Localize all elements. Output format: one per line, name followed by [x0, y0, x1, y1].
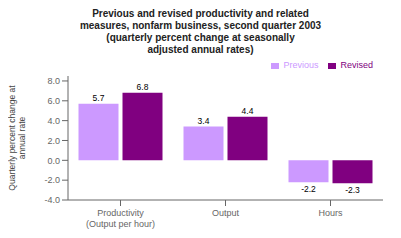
- svg-text:6.8: 6.8: [137, 82, 149, 92]
- html-text:Previous and revised productiv: Previous and revised productivity and re…: [79, 8, 322, 55]
- svg-text:4.4: 4.4: [242, 106, 254, 116]
- svg-text:-2.0: -2.0: [44, 175, 60, 185]
- svg-text:Hours: Hours: [318, 208, 343, 218]
- svg-text:8.0: 8.0: [47, 76, 60, 86]
- svg-text:2.0: 2.0: [47, 136, 60, 146]
- svg-text:4.0: 4.0: [47, 116, 60, 126]
- svg-text:-2.3: -2.3: [345, 185, 360, 195]
- svg-text:0.0: 0.0: [47, 156, 60, 166]
- html-text:Revised: Revised: [340, 60, 373, 70]
- svg-text:5.7: 5.7: [93, 93, 105, 103]
- svg-text:Productivity(Output per hour): Productivity(Output per hour): [86, 208, 155, 229]
- svg-text:-2.2: -2.2: [301, 184, 316, 194]
- svg-text:6.0: 6.0: [47, 96, 60, 106]
- svg-text:-4.0: -4.0: [44, 195, 60, 205]
- svg-text:Quarterly percent change atann: Quarterly percent change atannual rate: [8, 85, 27, 191]
- svg-text:3.4: 3.4: [198, 116, 210, 126]
- svg-text:Output: Output: [212, 208, 240, 218]
- html-text:Previous: Previous: [283, 60, 319, 70]
